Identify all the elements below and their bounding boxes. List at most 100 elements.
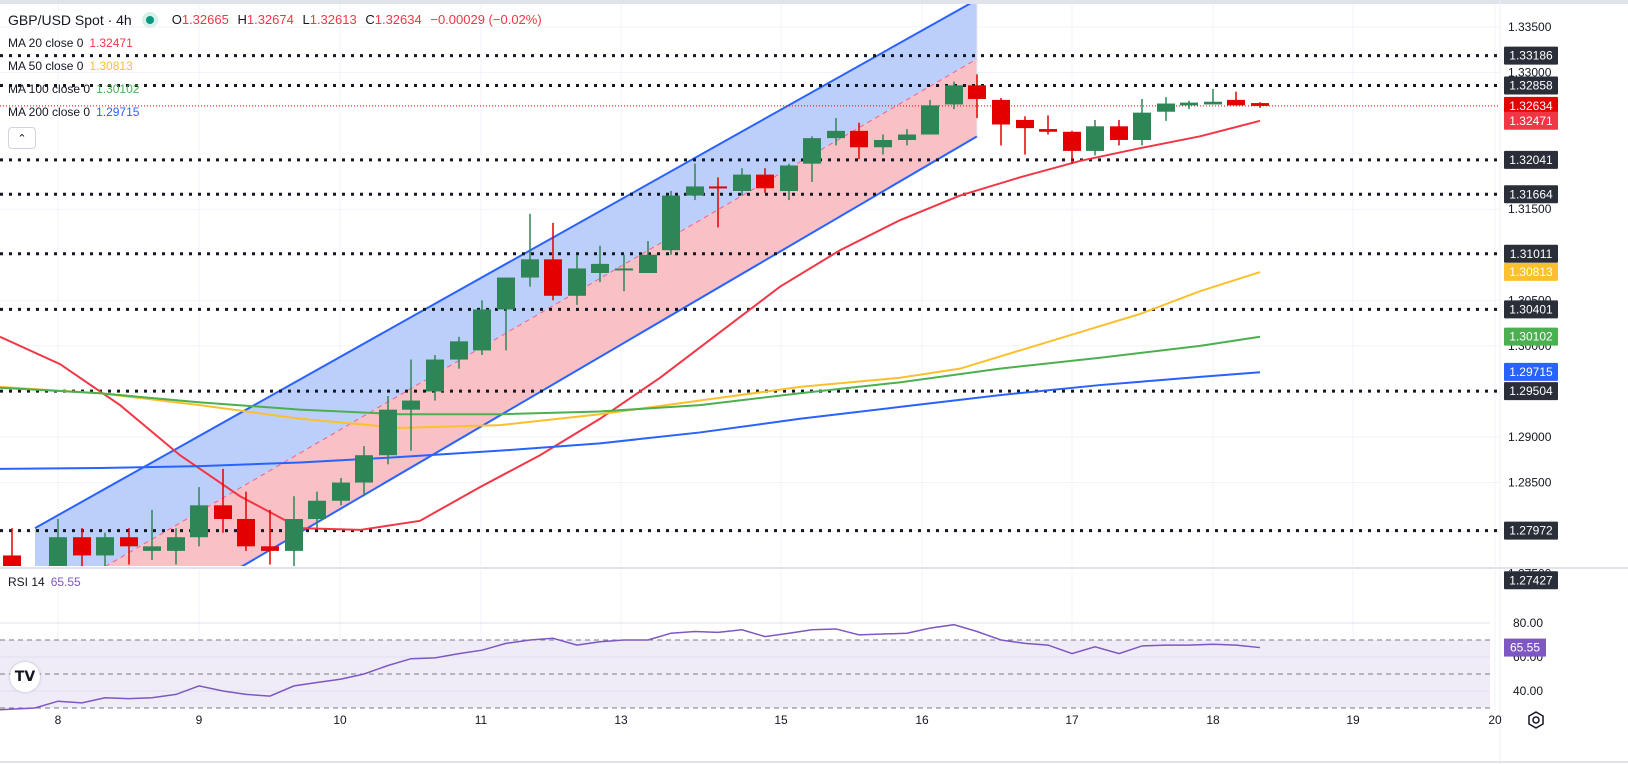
price-axis-label-bg (1504, 327, 1558, 346)
level-price-label: 1.27972 (1509, 524, 1553, 538)
ma200-label: MA 200 close 0 (8, 104, 91, 119)
candle-body[interactable] (73, 537, 91, 556)
gear-icon[interactable] (1526, 710, 1546, 730)
candle-body[interactable] (285, 518, 303, 551)
candle-body[interactable] (803, 138, 821, 164)
chart-legend: GBP/USD Spot · 4h O1.32665 H1.32674 L1.3… (8, 8, 547, 149)
candle-body[interactable] (850, 130, 868, 148)
channel-lower-fill (106, 58, 977, 566)
level-price-label: 1.31664 (1509, 187, 1553, 201)
candle-body[interactable] (945, 85, 963, 105)
candle-body[interactable] (332, 482, 350, 501)
candle-body[interactable] (686, 186, 704, 196)
candle-body[interactable] (49, 537, 67, 573)
candle-body[interactable] (992, 99, 1010, 125)
candle-body[interactable] (1016, 119, 1034, 129)
rsi-label: RSI 14 (8, 575, 45, 589)
candle-body[interactable] (733, 174, 751, 191)
chevron-up-icon: ⌃ (17, 132, 27, 145)
ma-line (0, 335, 1261, 416)
ma50-legend[interactable]: MA 50 close 0 1.30813 (8, 54, 547, 77)
x-tick-label: 16 (915, 713, 929, 727)
candle-body[interactable] (355, 455, 373, 483)
price-axis-label: 1.32634 (1509, 99, 1553, 113)
candle-body[interactable] (308, 500, 326, 519)
candle-body[interactable] (780, 165, 798, 191)
candle-body[interactable] (1204, 101, 1222, 105)
candle-body[interactable] (756, 174, 774, 189)
ma100-value: 1.30102 (96, 81, 140, 96)
candle-body[interactable] (120, 537, 138, 547)
level-price-label: 1.30401 (1509, 302, 1553, 316)
candle-body[interactable] (1110, 126, 1128, 140)
x-tick-label: 11 (475, 713, 488, 727)
price-pane (0, 0, 1500, 687)
level-price-label: 1.31011 (1510, 247, 1553, 261)
rsi-value-bg (1504, 638, 1546, 657)
candle-body[interactable] (167, 537, 185, 551)
candle-body[interactable] (827, 130, 845, 139)
x-tick-label: 17 (1065, 713, 1079, 727)
candle-body[interactable] (968, 85, 986, 99)
candle-body[interactable] (662, 195, 680, 251)
candle-body[interactable] (214, 505, 232, 519)
candle-body[interactable] (497, 277, 515, 310)
open-value: 1.32665 (181, 12, 229, 27)
ma100-legend[interactable]: MA 100 close 0 1.30102 (8, 77, 547, 100)
candle-body[interactable] (568, 268, 586, 296)
candle-body[interactable] (874, 139, 892, 148)
candle-body[interactable] (1227, 99, 1245, 106)
level-price-label-bg (1504, 382, 1558, 401)
candle-body[interactable] (261, 546, 279, 551)
x-tick-label: 9 (196, 713, 203, 727)
symbol-title[interactable]: GBP/USD Spot · 4h (8, 11, 132, 28)
y-tick-label: 1.29000 (1508, 430, 1552, 444)
collapse-legend-button[interactable]: ⌃ (8, 127, 36, 149)
candle-body[interactable] (96, 537, 114, 556)
channel-lower-line[interactable] (35, 135, 978, 687)
candle-body[interactable] (639, 254, 657, 273)
ma50-label: MA 50 close 0 (8, 58, 84, 73)
candle-body[interactable] (1086, 126, 1104, 151)
candle-body[interactable] (402, 400, 420, 410)
ma200-legend[interactable]: MA 200 close 0 1.29715 (8, 100, 547, 123)
candle-body[interactable] (1039, 129, 1057, 132)
x-tick-label: 8 (55, 713, 62, 727)
candle-body[interactable] (1063, 131, 1081, 151)
rsi-legend[interactable]: RSI 14 65.55 (8, 575, 81, 589)
candle-body[interactable] (237, 518, 255, 547)
tradingview-logo-icon[interactable]: TV (10, 662, 40, 692)
candle-body[interactable] (709, 186, 727, 189)
candle-body[interactable] (3, 555, 21, 582)
candle-body[interactable] (1133, 112, 1151, 140)
y-tick-label: 1.28500 (1508, 476, 1552, 490)
candle-body[interactable] (473, 309, 491, 351)
y-tick-label: 1.31500 (1508, 202, 1552, 216)
candle-body[interactable] (143, 546, 161, 551)
rsi-value: 65.55 (50, 575, 81, 589)
ma-line (0, 371, 1261, 470)
candle-body[interactable] (521, 259, 539, 278)
candle-body[interactable] (544, 259, 562, 296)
level-price-label-bg (1504, 76, 1558, 95)
candle-body[interactable] (1157, 103, 1175, 112)
candle-body[interactable] (921, 105, 939, 135)
level-price-label-bg (1504, 571, 1558, 590)
channel-upper-line[interactable] (34, 0, 977, 529)
ma20-legend[interactable]: MA 20 close 0 1.32471 (8, 31, 547, 54)
price-axis-label: 1.32471 (1509, 114, 1553, 128)
candle-body[interactable] (450, 341, 468, 360)
ma200-value: 1.29715 (96, 104, 140, 119)
candle-body[interactable] (1251, 103, 1269, 106)
close-value: 1.32634 (374, 12, 422, 27)
candle-body[interactable] (190, 505, 208, 538)
candle-body[interactable] (615, 268, 633, 271)
price-axis-label: 1.30813 (1509, 265, 1553, 279)
candle-body[interactable] (426, 359, 444, 392)
low-value: 1.32613 (309, 12, 357, 27)
candle-body[interactable] (591, 263, 609, 273)
candle-body[interactable] (379, 409, 397, 456)
candle-body[interactable] (898, 134, 916, 140)
candle-body[interactable] (1180, 102, 1198, 106)
